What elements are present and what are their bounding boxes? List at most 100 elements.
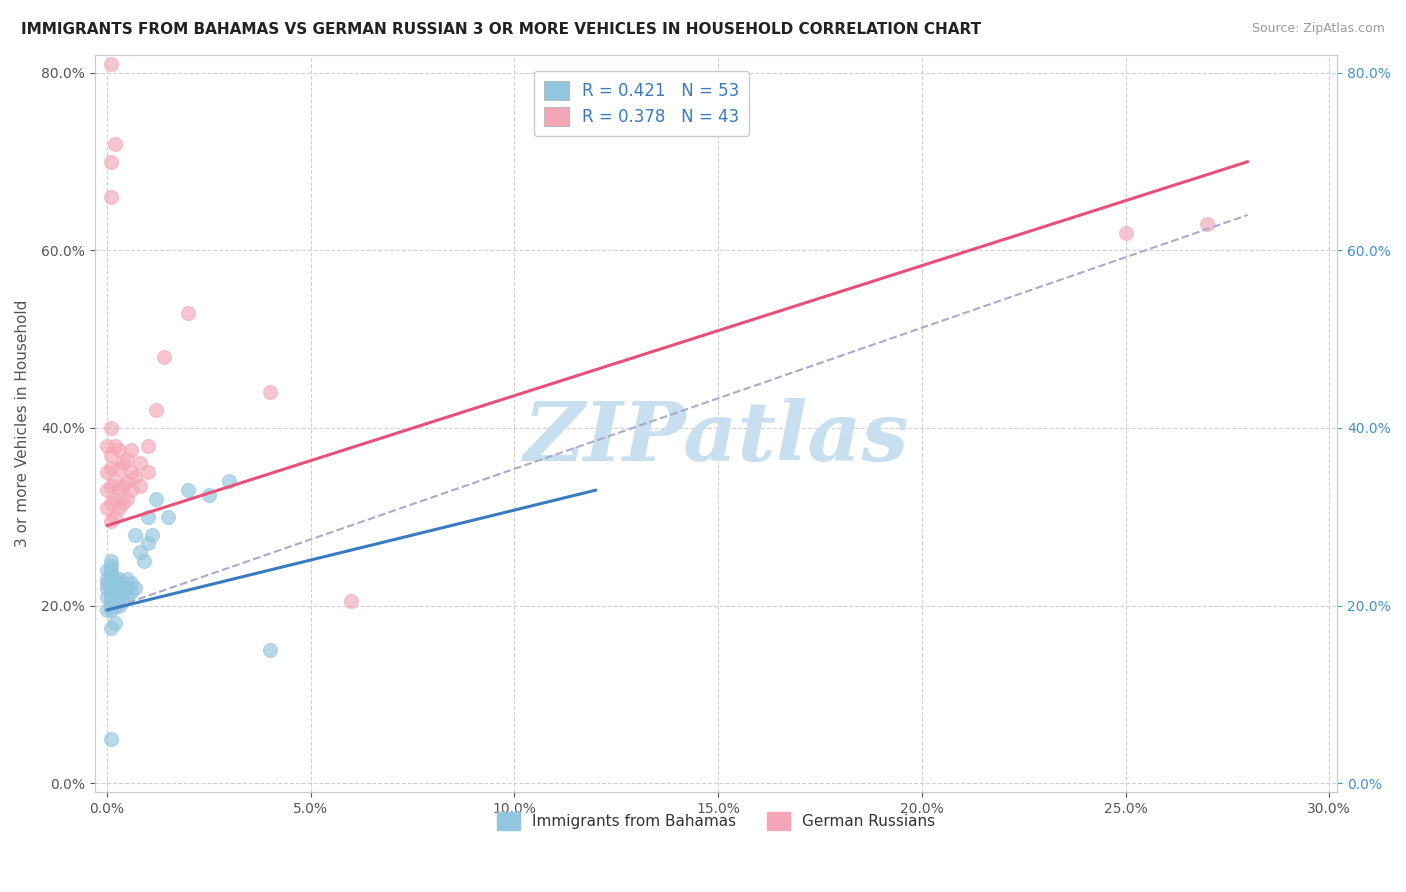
Point — [124, 581, 146, 595]
Point — [128, 478, 150, 492]
Point — [108, 483, 131, 497]
Point — [141, 527, 163, 541]
Point — [112, 594, 135, 608]
Point — [112, 457, 135, 471]
Point — [96, 603, 118, 617]
Point — [96, 500, 118, 515]
Point — [117, 475, 139, 489]
Point — [259, 643, 281, 657]
Point — [124, 527, 146, 541]
Point — [108, 461, 131, 475]
Text: Source: ZipAtlas.com: Source: ZipAtlas.com — [1251, 22, 1385, 36]
Point — [108, 581, 131, 595]
Point — [198, 487, 221, 501]
Point — [177, 305, 200, 319]
Point — [117, 581, 139, 595]
Point — [1115, 226, 1137, 240]
Point — [104, 616, 127, 631]
Point — [259, 385, 281, 400]
Point — [117, 590, 139, 604]
Point — [100, 567, 122, 582]
Point — [145, 403, 167, 417]
Point — [104, 572, 127, 586]
Point — [96, 572, 118, 586]
Point — [100, 461, 122, 475]
Point — [100, 190, 122, 204]
Point — [117, 491, 139, 506]
Point — [145, 491, 167, 506]
Y-axis label: 3 or more Vehicles in Household: 3 or more Vehicles in Household — [15, 300, 30, 547]
Point — [100, 731, 122, 746]
Legend: Immigrants from Bahamas, German Russians: Immigrants from Bahamas, German Russians — [491, 806, 941, 836]
Point — [100, 576, 122, 591]
Point — [120, 466, 142, 480]
Point — [100, 57, 122, 71]
Point — [100, 581, 122, 595]
Point — [128, 457, 150, 471]
Point — [104, 576, 127, 591]
Point — [108, 443, 131, 458]
Point — [100, 563, 122, 577]
Point — [104, 599, 127, 613]
Point — [112, 478, 135, 492]
Point — [100, 603, 122, 617]
Point — [218, 475, 240, 489]
Point — [96, 483, 118, 497]
Point — [112, 576, 135, 591]
Point — [100, 421, 122, 435]
Point — [120, 483, 142, 497]
Point — [153, 350, 176, 364]
Point — [157, 509, 180, 524]
Point — [120, 443, 142, 458]
Point — [100, 621, 122, 635]
Point — [108, 500, 131, 515]
Point — [100, 154, 122, 169]
Point — [100, 496, 122, 510]
Point — [104, 475, 127, 489]
Point — [104, 581, 127, 595]
Point — [104, 491, 127, 506]
Point — [120, 585, 142, 599]
Point — [100, 514, 122, 528]
Point — [117, 572, 139, 586]
Point — [100, 585, 122, 599]
Point — [96, 576, 118, 591]
Point — [132, 554, 155, 568]
Point — [104, 136, 127, 151]
Point — [96, 581, 118, 595]
Point — [136, 536, 159, 550]
Point — [136, 509, 159, 524]
Point — [340, 594, 363, 608]
Point — [108, 590, 131, 604]
Point — [124, 470, 146, 484]
Point — [96, 563, 118, 577]
Point — [108, 572, 131, 586]
Point — [177, 483, 200, 497]
Point — [136, 439, 159, 453]
Point — [100, 572, 122, 586]
Point — [112, 496, 135, 510]
Text: ZIPatlas: ZIPatlas — [523, 399, 908, 478]
Point — [120, 576, 142, 591]
Point — [108, 599, 131, 613]
Point — [112, 585, 135, 599]
Point — [100, 478, 122, 492]
Point — [104, 594, 127, 608]
Point — [96, 590, 118, 604]
Point — [104, 590, 127, 604]
Point — [100, 594, 122, 608]
Point — [100, 448, 122, 462]
Point — [100, 558, 122, 573]
Text: IMMIGRANTS FROM BAHAMAS VS GERMAN RUSSIAN 3 OR MORE VEHICLES IN HOUSEHOLD CORREL: IMMIGRANTS FROM BAHAMAS VS GERMAN RUSSIA… — [21, 22, 981, 37]
Point — [100, 599, 122, 613]
Point — [128, 545, 150, 559]
Point — [100, 590, 122, 604]
Point — [96, 439, 118, 453]
Point — [96, 466, 118, 480]
Point — [1195, 217, 1218, 231]
Point — [104, 439, 127, 453]
Point — [104, 585, 127, 599]
Point — [100, 554, 122, 568]
Point — [104, 509, 127, 524]
Point — [117, 452, 139, 467]
